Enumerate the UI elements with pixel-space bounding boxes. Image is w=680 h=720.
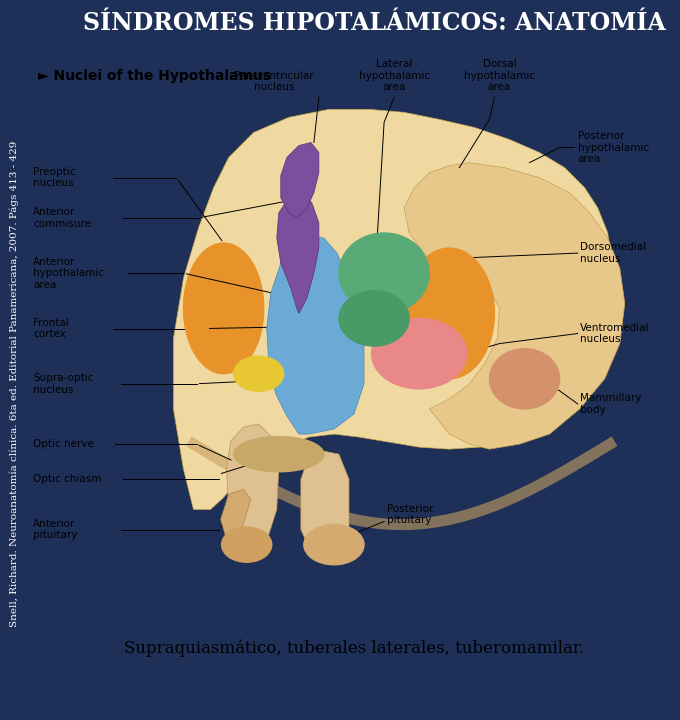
- Text: Frontal
cortex: Frontal cortex: [33, 318, 69, 339]
- Text: SÍNDROMES HIPOTALÁMICOS: ANATOMÍA: SÍNDROMES HIPOTALÁMICOS: ANATOMÍA: [82, 11, 666, 35]
- Polygon shape: [277, 193, 319, 313]
- Polygon shape: [173, 109, 612, 510]
- Text: Anterior
commisure: Anterior commisure: [33, 207, 91, 229]
- Text: Supra-optic
nucleus: Supra-optic nucleus: [33, 373, 94, 395]
- Ellipse shape: [184, 243, 264, 374]
- Polygon shape: [301, 451, 349, 554]
- Ellipse shape: [404, 248, 494, 379]
- Polygon shape: [281, 143, 319, 218]
- Text: Optic nerve: Optic nerve: [33, 439, 94, 449]
- Text: Posterior
hypothalamic
area: Posterior hypothalamic area: [578, 131, 649, 164]
- Text: Paraventricular
nucleus: Paraventricular nucleus: [234, 71, 313, 92]
- Text: Supraquiasmático, tuberales laterales, tuberomamilar.: Supraquiasmático, tuberales laterales, t…: [124, 640, 584, 657]
- Polygon shape: [404, 163, 625, 449]
- Text: Snell, Richard. Neuroanatomía clínica. 6ta ed. Editorial Panamericana, 2007. Pág: Snell, Richard. Neuroanatomía clínica. 6…: [10, 140, 19, 626]
- Text: Anterior
hypothalamic
area: Anterior hypothalamic area: [33, 256, 104, 290]
- Text: Posterior
pituitary: Posterior pituitary: [387, 504, 433, 526]
- Ellipse shape: [234, 356, 284, 392]
- Text: Ventromedial
nucleus: Ventromedial nucleus: [579, 323, 649, 344]
- Text: Dorsal
hypothalamic
area: Dorsal hypothalamic area: [464, 59, 535, 92]
- Polygon shape: [226, 424, 279, 549]
- Ellipse shape: [371, 318, 467, 389]
- Polygon shape: [220, 490, 251, 539]
- Ellipse shape: [234, 436, 324, 472]
- Text: Anterior
pituitary: Anterior pituitary: [33, 519, 78, 541]
- Ellipse shape: [490, 348, 560, 409]
- Text: Dorsomedial
nucleus: Dorsomedial nucleus: [579, 243, 646, 264]
- Text: ► Nuclei of the Hypothalamus: ► Nuclei of the Hypothalamus: [38, 69, 271, 83]
- Text: Lateral
hypothalamic
area: Lateral hypothalamic area: [358, 59, 430, 92]
- Text: Preoptic
nucleus: Preoptic nucleus: [33, 167, 75, 189]
- Ellipse shape: [222, 527, 272, 562]
- Ellipse shape: [339, 233, 429, 313]
- Text: Mammillary
body: Mammillary body: [579, 393, 641, 415]
- Text: Optic chiasm: Optic chiasm: [33, 474, 101, 485]
- Polygon shape: [267, 236, 364, 434]
- Ellipse shape: [339, 291, 409, 346]
- Ellipse shape: [304, 525, 364, 564]
